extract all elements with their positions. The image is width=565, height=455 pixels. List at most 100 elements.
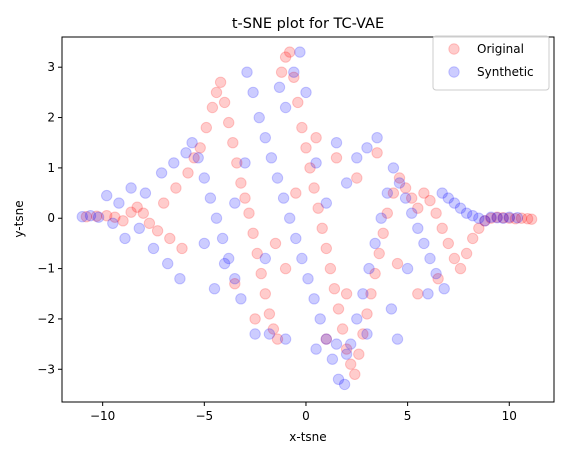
original-point xyxy=(90,210,103,222)
original-point xyxy=(448,252,461,265)
synthetic-point xyxy=(351,313,363,325)
original-point xyxy=(332,303,345,315)
synthetic-point xyxy=(406,207,418,219)
original-point xyxy=(255,267,267,280)
original-point xyxy=(467,232,479,245)
synthetic-point xyxy=(332,373,345,385)
synthetic-point xyxy=(418,237,430,250)
original-point xyxy=(164,232,176,245)
synthetic-point xyxy=(259,132,271,144)
y-tick-label: 3 xyxy=(47,60,55,74)
original-point xyxy=(188,152,200,164)
y-tick-label: −1 xyxy=(37,262,55,276)
original-point xyxy=(310,132,322,144)
legend-synthetic-marker xyxy=(448,66,460,78)
original-point xyxy=(340,343,353,355)
x-axis-label: x-tsne xyxy=(289,430,326,444)
original-point xyxy=(279,262,292,275)
synthetic-point xyxy=(412,222,424,235)
original-point xyxy=(412,202,424,214)
y-tick-label: 2 xyxy=(47,111,55,125)
y-tick-label: −3 xyxy=(37,362,55,376)
y-axis-label: y-tsne xyxy=(12,200,26,237)
synthetic-point xyxy=(263,328,276,340)
synthetic-point xyxy=(204,192,217,204)
original-point xyxy=(125,206,137,218)
original-point xyxy=(249,313,261,325)
original-point xyxy=(521,213,534,225)
x-tick-label: −10 xyxy=(90,409,115,423)
synthetic-point xyxy=(210,212,223,224)
original-point xyxy=(263,308,276,320)
synthetic-point xyxy=(192,152,204,164)
original-point xyxy=(214,76,227,89)
original-point xyxy=(131,201,143,213)
synthetic-point xyxy=(381,187,393,199)
original-point xyxy=(227,137,239,149)
original-point xyxy=(269,237,282,250)
original-point xyxy=(373,247,385,260)
legend-synthetic-label: Synthetic xyxy=(477,65,534,79)
synthetic-point xyxy=(223,252,235,265)
original-point xyxy=(515,212,528,224)
synthetic-point xyxy=(308,293,320,305)
synthetic-point xyxy=(107,217,119,230)
original-point xyxy=(292,96,304,109)
original-point xyxy=(336,323,349,335)
synthetic-point xyxy=(351,152,363,164)
original-point xyxy=(324,262,337,275)
synthetic-point xyxy=(497,212,509,224)
synthetic-point xyxy=(284,212,296,224)
synthetic-point xyxy=(430,267,442,280)
synthetic-point xyxy=(162,257,174,270)
synthetic-point xyxy=(198,172,211,184)
original-point xyxy=(454,262,467,275)
original-point xyxy=(271,333,284,345)
original-point xyxy=(357,328,369,340)
synthetic-point xyxy=(438,283,450,295)
synthetic-point xyxy=(491,212,503,224)
synthetic-point xyxy=(424,252,436,265)
original-point xyxy=(525,213,538,225)
legend-original-marker xyxy=(448,43,460,55)
synthetic-point xyxy=(253,111,265,124)
series-synthetic xyxy=(76,46,524,391)
synthetic-point xyxy=(218,257,231,270)
y-axis: −3 −2 −1 0 1 2 3 xyxy=(37,60,62,376)
y-tick-label: −2 xyxy=(37,312,55,326)
original-point xyxy=(279,51,292,63)
original-point xyxy=(235,177,247,189)
synthetic-point xyxy=(198,237,211,250)
original-point xyxy=(442,237,454,250)
synthetic-point xyxy=(271,172,284,184)
synthetic-point xyxy=(385,303,398,315)
synthetic-point xyxy=(84,210,97,222)
original-point xyxy=(365,288,377,300)
original-point xyxy=(503,212,515,224)
original-point xyxy=(170,182,182,194)
original-point xyxy=(479,215,491,227)
original-point xyxy=(316,222,328,235)
original-point xyxy=(351,172,363,184)
original-point xyxy=(290,187,302,199)
original-point xyxy=(436,222,448,235)
original-point xyxy=(143,217,156,230)
original-point xyxy=(312,202,324,214)
synthetic-point xyxy=(485,211,497,223)
original-point xyxy=(80,211,93,223)
synthetic-point xyxy=(375,212,387,224)
synthetic-point xyxy=(273,81,286,94)
original-point xyxy=(210,86,223,99)
y-tick-label: 0 xyxy=(47,211,55,225)
synthetic-point xyxy=(279,333,292,345)
original-point xyxy=(194,142,206,154)
original-point xyxy=(243,207,255,219)
original-point xyxy=(218,96,231,109)
original-point xyxy=(353,348,365,360)
synthetic-point xyxy=(371,132,383,144)
original-point xyxy=(109,211,121,223)
synthetic-point xyxy=(391,333,404,345)
synthetic-point xyxy=(92,211,105,223)
original-point xyxy=(117,215,129,227)
